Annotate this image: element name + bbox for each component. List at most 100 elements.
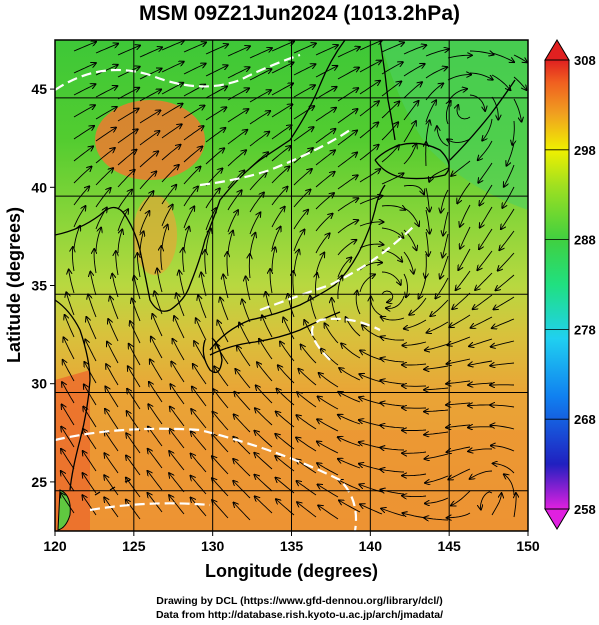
streamline [447, 55, 472, 59]
streamline [386, 295, 405, 308]
streamline [126, 433, 141, 454]
streamline [126, 500, 141, 520]
streamline [84, 362, 97, 384]
streamline [220, 297, 229, 321]
streamline [460, 204, 471, 227]
streamline [337, 88, 358, 102]
colorbar-tick-label: 278 [574, 322, 596, 337]
streamline [296, 459, 317, 474]
streamline [403, 64, 425, 77]
streamline [297, 392, 317, 408]
streamline [425, 497, 449, 503]
colorbar: 258 268 278 288 298 308 [544, 39, 596, 530]
streamline [169, 451, 185, 471]
streamline [297, 481, 317, 496]
streamline [205, 107, 226, 121]
streamline [117, 67, 140, 78]
streamline [126, 456, 141, 476]
streamline [437, 126, 449, 147]
streamline [498, 252, 515, 271]
streamline [425, 49, 449, 57]
streamline [419, 275, 427, 299]
streamline [359, 145, 379, 161]
streamline [337, 68, 359, 80]
streamline [176, 293, 185, 317]
streamline [318, 505, 339, 520]
streamline [214, 366, 229, 387]
streamline [233, 459, 251, 477]
streamline [402, 430, 427, 431]
streamline [424, 388, 449, 390]
streamline [83, 473, 97, 494]
streamline [341, 343, 361, 359]
streamline [315, 45, 338, 56]
streamline [227, 109, 248, 123]
colorbar-tick-label: 288 [574, 233, 596, 248]
streamline [94, 249, 96, 274]
streamline [139, 171, 156, 190]
streamline [227, 67, 250, 79]
streamline [205, 86, 227, 99]
streamline [473, 294, 493, 309]
streamline [271, 146, 291, 162]
streamline [183, 64, 206, 75]
streamline [338, 392, 361, 403]
streamline [134, 276, 141, 300]
streamline [205, 208, 216, 231]
streamline [227, 190, 242, 211]
streamline [297, 502, 317, 518]
streamline [359, 40, 382, 51]
streamline [271, 104, 292, 118]
streamline [443, 233, 449, 257]
x-tick-label: 145 [437, 538, 461, 554]
hot-region-manchuria [95, 100, 205, 180]
streamline [73, 226, 80, 250]
streamline [468, 405, 493, 406]
streamline [501, 208, 515, 229]
streamline [105, 431, 119, 452]
streamline [513, 54, 527, 62]
streamline [237, 346, 251, 367]
streamline [319, 373, 339, 388]
streamline [110, 296, 119, 320]
streamline [179, 271, 185, 295]
streamline [95, 168, 113, 186]
streamline [404, 319, 427, 329]
streamline [277, 389, 295, 406]
streamline [315, 87, 337, 100]
streamline [381, 62, 403, 75]
streamline [288, 294, 295, 318]
streamline [337, 109, 358, 124]
streamline [403, 45, 426, 55]
streamline [441, 189, 449, 213]
streamline [161, 165, 179, 183]
streamline [359, 275, 375, 293]
streamline [239, 323, 251, 345]
streamline [106, 364, 119, 386]
streamline [513, 98, 522, 122]
streamline [117, 46, 140, 56]
streamline [73, 146, 93, 162]
streamline [338, 276, 342, 300]
streamline [491, 340, 515, 347]
streamline [425, 343, 449, 350]
streamline [480, 206, 493, 228]
streamline [233, 481, 251, 499]
streamline [513, 76, 526, 90]
streamline [174, 316, 185, 339]
streamline [255, 496, 273, 514]
streamline [95, 208, 107, 230]
streamline [254, 475, 273, 492]
streamline [491, 446, 515, 452]
streamline [191, 454, 207, 473]
streamline [315, 233, 330, 254]
streamline [73, 105, 95, 118]
streamline [157, 269, 163, 293]
streamline [457, 182, 471, 203]
streamline [234, 414, 251, 433]
streamline [381, 173, 404, 185]
streamline [317, 442, 339, 454]
streamline [69, 270, 75, 294]
streamline [227, 46, 250, 57]
streamline [458, 248, 471, 270]
